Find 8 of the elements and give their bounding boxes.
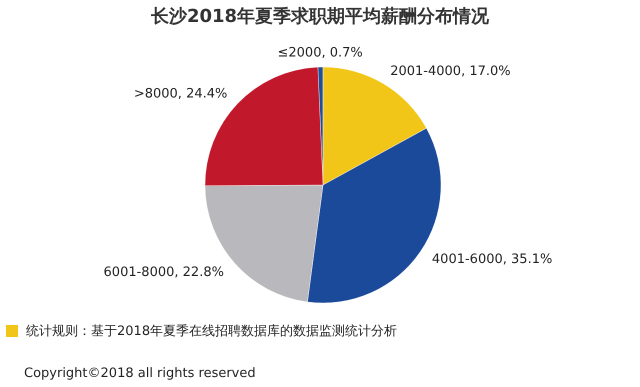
slice-label: 6001-8000, 22.8%	[104, 264, 224, 280]
chart-title: 长沙2018年夏季求职期平均薪酬分布情况	[150, 5, 490, 28]
text: Copyright©2018 all rights reserved	[24, 366, 256, 381]
slice-label: 4001-6000, 35.1%	[432, 252, 552, 268]
slice-label: ≤2000, 0.7%	[278, 46, 363, 61]
text: 统计规则：基于2018年夏季在线招聘数据库的数据监测统计分析	[25, 323, 398, 340]
slice-label: 2001-4000, 17.0%	[390, 64, 511, 79]
slice-label: >8000, 24.4%	[134, 86, 228, 102]
